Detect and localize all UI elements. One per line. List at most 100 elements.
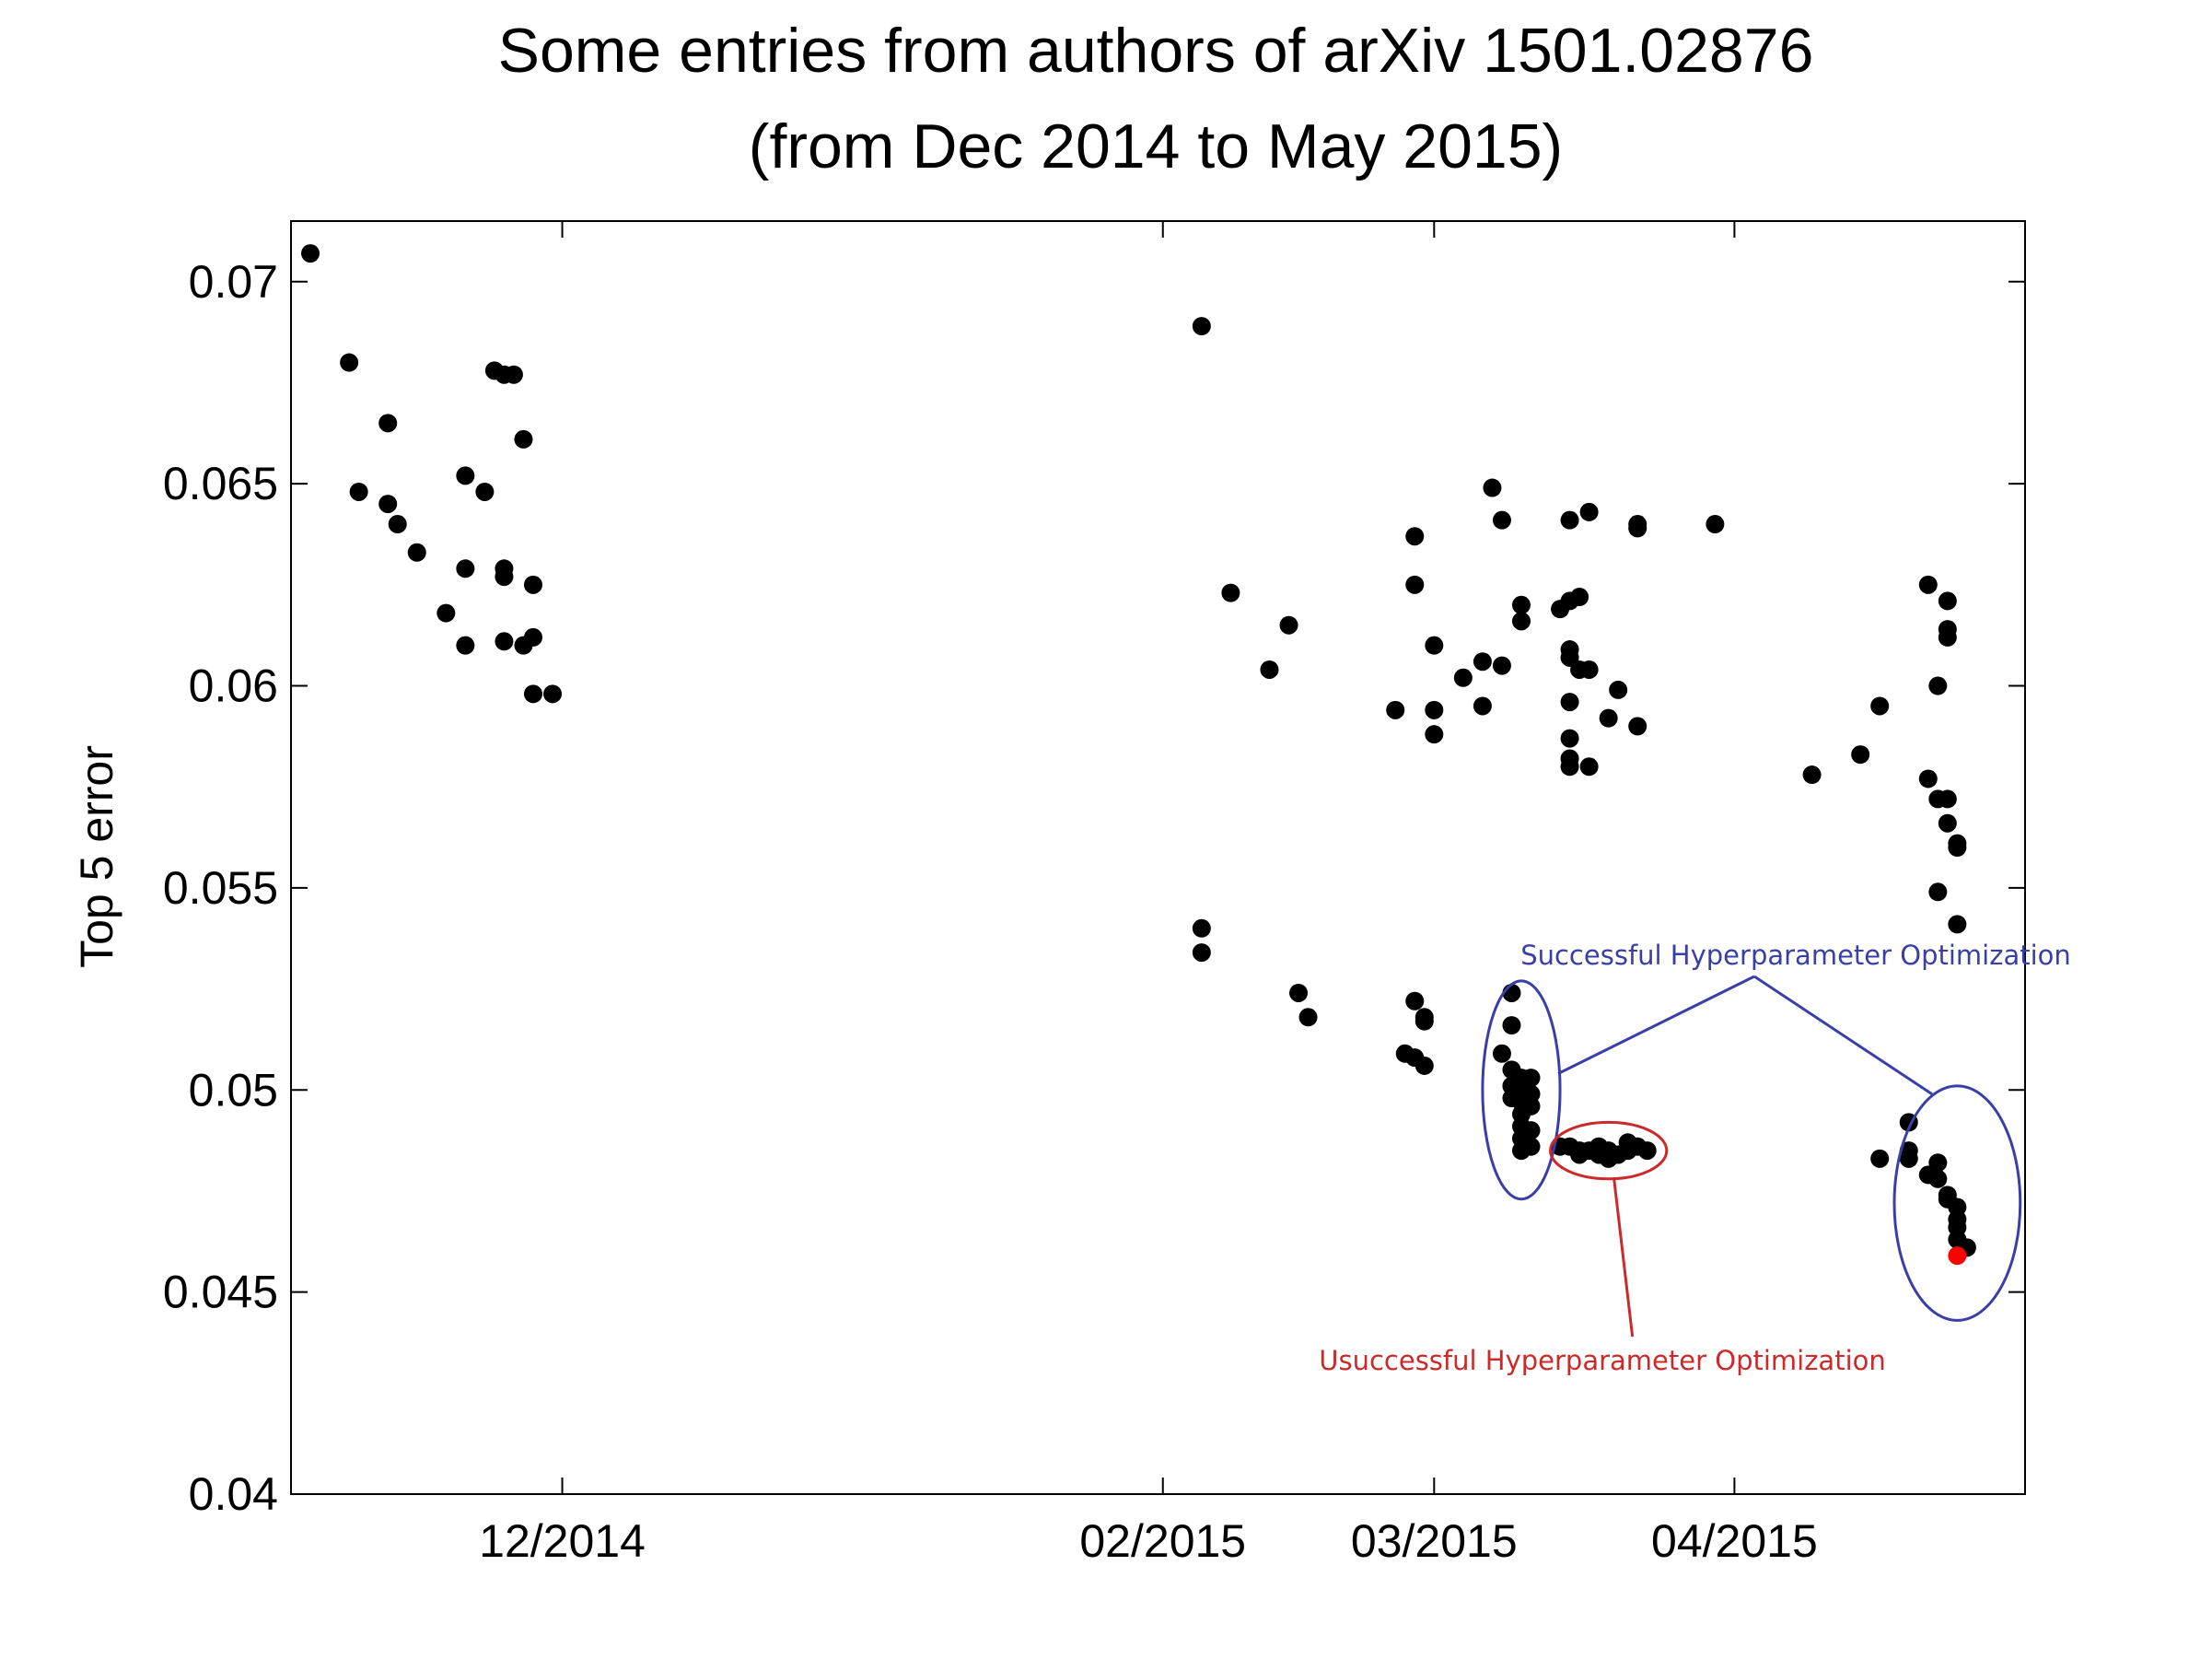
x-tick-label: 03/2015 xyxy=(1351,1515,1518,1567)
data-point xyxy=(388,515,407,534)
data-point xyxy=(1899,1149,1918,1168)
data-point xyxy=(1521,1096,1541,1116)
data-point xyxy=(1609,680,1628,699)
data-point xyxy=(1425,700,1444,719)
data-point xyxy=(1425,636,1444,655)
data-point xyxy=(1415,1008,1434,1027)
y-axis: 0.04 0.045 0.05 0.055 0.06 0.065 0.07 xyxy=(163,256,2025,1520)
data-point xyxy=(1938,591,1957,611)
data-point xyxy=(523,627,542,647)
y-tick-label: 0.06 xyxy=(189,660,278,712)
y-tick-label: 0.05 xyxy=(189,1064,278,1116)
data-point xyxy=(1192,943,1211,963)
data-point xyxy=(456,466,475,485)
data-point xyxy=(1289,983,1309,1002)
data-point xyxy=(1511,595,1531,614)
data-point xyxy=(1870,696,1890,716)
data-point xyxy=(495,632,514,651)
data-point xyxy=(1706,515,1725,534)
data-point xyxy=(1928,676,1948,695)
fail-pointer xyxy=(1612,1178,1635,1338)
data-point xyxy=(340,353,359,372)
data-point xyxy=(504,365,523,384)
chart-title: Some entries from authors of arXiv 1501.… xyxy=(498,16,1814,86)
data-point xyxy=(1492,510,1511,530)
data-point xyxy=(1928,1153,1948,1173)
data-point xyxy=(523,684,542,704)
plot-frame xyxy=(290,220,2026,1495)
data-point xyxy=(1425,725,1444,744)
data-point xyxy=(543,684,563,704)
data-point xyxy=(1599,708,1618,728)
data-point xyxy=(1918,575,1938,594)
y-axis-label: Top 5 error xyxy=(71,745,122,968)
data-point xyxy=(1405,527,1425,546)
data-point xyxy=(1521,1121,1541,1140)
data-point xyxy=(1560,757,1579,777)
data-point xyxy=(495,567,514,587)
y-tick-label: 0.04 xyxy=(189,1468,278,1520)
data-point xyxy=(1948,838,1967,858)
data-point xyxy=(1298,1008,1318,1027)
data-point xyxy=(1405,575,1425,594)
data-point xyxy=(1521,1069,1541,1088)
y-tick-label: 0.055 xyxy=(163,862,278,914)
y-tick-label: 0.07 xyxy=(189,256,278,308)
data-point xyxy=(1938,627,1957,647)
data-point xyxy=(1386,700,1405,719)
data-point xyxy=(1928,882,1948,902)
data-point xyxy=(1473,696,1492,716)
data-point xyxy=(1948,915,1967,934)
fail-ellipse xyxy=(1549,1120,1669,1181)
data-point xyxy=(1802,765,1822,785)
data-point xyxy=(475,482,495,501)
data-point xyxy=(1279,615,1298,635)
data-point xyxy=(1415,1056,1434,1075)
success-ellipse xyxy=(1892,1084,2022,1322)
data-point xyxy=(1637,1141,1657,1161)
y-tick-label: 0.045 xyxy=(163,1267,278,1318)
x-tick-label: 02/2015 xyxy=(1079,1515,1246,1567)
data-point xyxy=(407,543,426,562)
data-point xyxy=(1948,1246,1967,1266)
data-point xyxy=(523,575,542,594)
success-annotation-label: Successful Hyperparameter Optimization xyxy=(1520,940,2071,971)
data-point xyxy=(1521,1137,1541,1156)
data-point xyxy=(1473,652,1492,672)
data-point xyxy=(1260,660,1279,679)
annotations: Successful Hyperparameter Optimization Us… xyxy=(1319,940,2071,1376)
success-pointer-left xyxy=(1557,975,1755,1075)
fail-annotation-label: Usuccessful Hyperparameter Optimization xyxy=(1319,1345,1886,1376)
data-point xyxy=(349,482,368,501)
data-point xyxy=(1492,656,1511,675)
x-axis: 12/2014 02/2015 03/2015 04/2015 xyxy=(479,221,1818,1567)
data-point xyxy=(1579,757,1599,777)
data-point xyxy=(1851,745,1870,765)
data-point xyxy=(1628,717,1647,736)
data-points xyxy=(301,244,1976,1266)
success-pointer-right xyxy=(1753,975,1933,1096)
x-tick-label: 12/2014 xyxy=(479,1515,646,1567)
data-point xyxy=(456,636,475,655)
chart-subtitle: (from Dec 2014 to May 2015) xyxy=(749,111,1563,181)
data-point xyxy=(1928,1169,1948,1188)
success-ellipse xyxy=(1481,979,1562,1201)
data-point xyxy=(437,603,456,623)
y-tick-label: 0.065 xyxy=(163,458,278,509)
data-point xyxy=(1918,769,1938,789)
data-point xyxy=(1560,729,1579,748)
data-point xyxy=(1870,1149,1890,1168)
data-point xyxy=(1192,918,1211,938)
data-point xyxy=(1579,502,1599,521)
data-point xyxy=(1483,478,1502,497)
data-point xyxy=(1221,583,1240,602)
data-point xyxy=(1560,510,1579,530)
x-tick-label: 04/2015 xyxy=(1651,1515,1818,1567)
data-point xyxy=(1579,660,1599,679)
data-point xyxy=(1192,317,1211,336)
data-point xyxy=(1628,519,1647,538)
data-point xyxy=(1405,991,1425,1011)
data-point xyxy=(1938,789,1957,809)
